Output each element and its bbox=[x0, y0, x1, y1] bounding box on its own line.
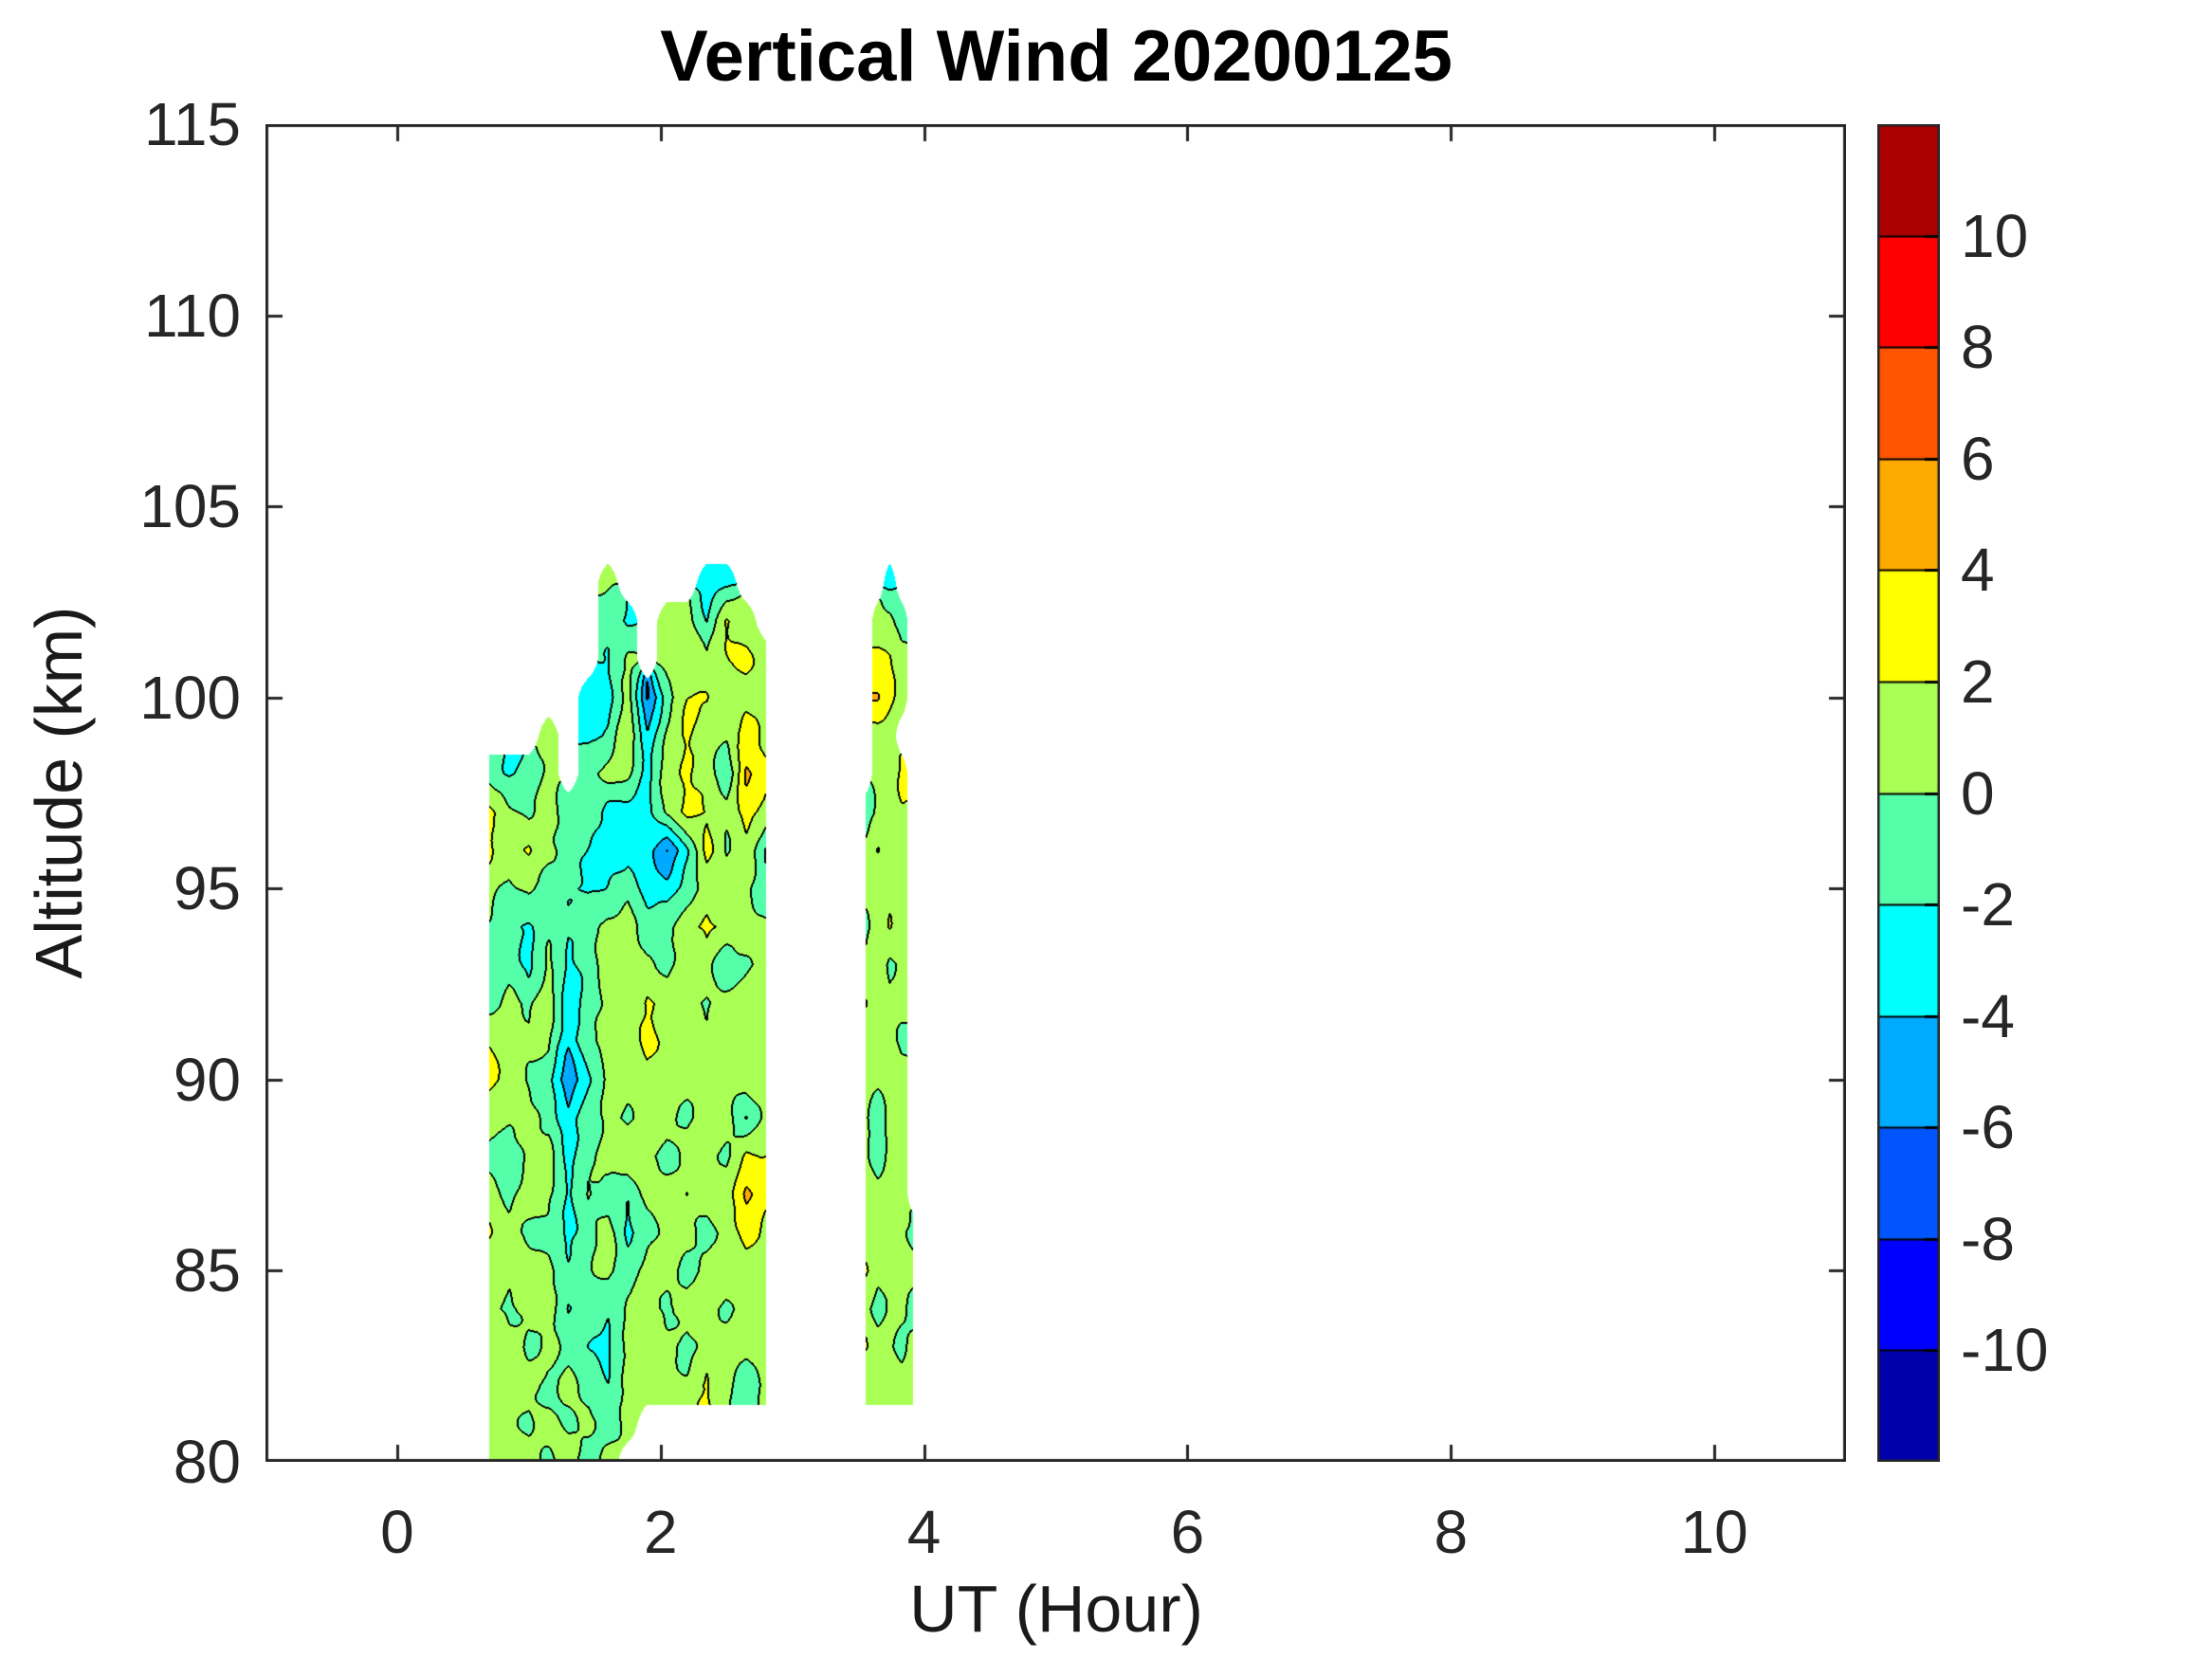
colorbar-tick-label: 8 bbox=[1961, 313, 1995, 382]
colorbar-tick-label: -10 bbox=[1961, 1316, 2049, 1385]
colorbar-tick-label: 10 bbox=[1961, 201, 2029, 270]
x-tick-label: 4 bbox=[906, 1498, 941, 1566]
colorbar-tick-label: -4 bbox=[1961, 981, 2015, 1050]
colorbar-canvas bbox=[1877, 124, 1940, 1462]
colorbar-tick-label: 6 bbox=[1961, 424, 1995, 493]
y-tick-label: 105 bbox=[139, 472, 241, 541]
colorbar-tick-label: 4 bbox=[1961, 536, 1995, 605]
contour-plot-canvas bbox=[265, 124, 1846, 1462]
y-tick-label: 95 bbox=[173, 854, 241, 923]
colorbar bbox=[1877, 124, 1940, 1462]
x-tick-label: 6 bbox=[1170, 1498, 1205, 1566]
plot-area bbox=[265, 124, 1846, 1462]
y-tick-label: 85 bbox=[173, 1236, 241, 1305]
x-axis-label: UT (Hour) bbox=[909, 1572, 1203, 1646]
y-tick-label: 100 bbox=[139, 663, 241, 732]
chart-title: Vertical Wind 20200125 bbox=[660, 16, 1453, 97]
x-tick-label: 10 bbox=[1680, 1498, 1748, 1566]
y-tick-label: 115 bbox=[143, 90, 241, 158]
y-tick-label: 80 bbox=[173, 1428, 241, 1496]
y-tick-label: 90 bbox=[173, 1045, 241, 1114]
colorbar-tick-label: -8 bbox=[1961, 1204, 2015, 1273]
x-tick-label: 0 bbox=[380, 1498, 414, 1566]
colorbar-tick-label: 0 bbox=[1961, 758, 1995, 828]
x-tick-label: 8 bbox=[1434, 1498, 1469, 1566]
colorbar-tick-label: -2 bbox=[1961, 870, 2015, 939]
colorbar-tick-label: 2 bbox=[1961, 647, 1995, 716]
y-axis-label: Altitude (km) bbox=[22, 606, 96, 979]
colorbar-tick-label: -6 bbox=[1961, 1093, 2015, 1162]
x-tick-label: 2 bbox=[643, 1498, 678, 1566]
y-tick-label: 110 bbox=[143, 281, 241, 350]
